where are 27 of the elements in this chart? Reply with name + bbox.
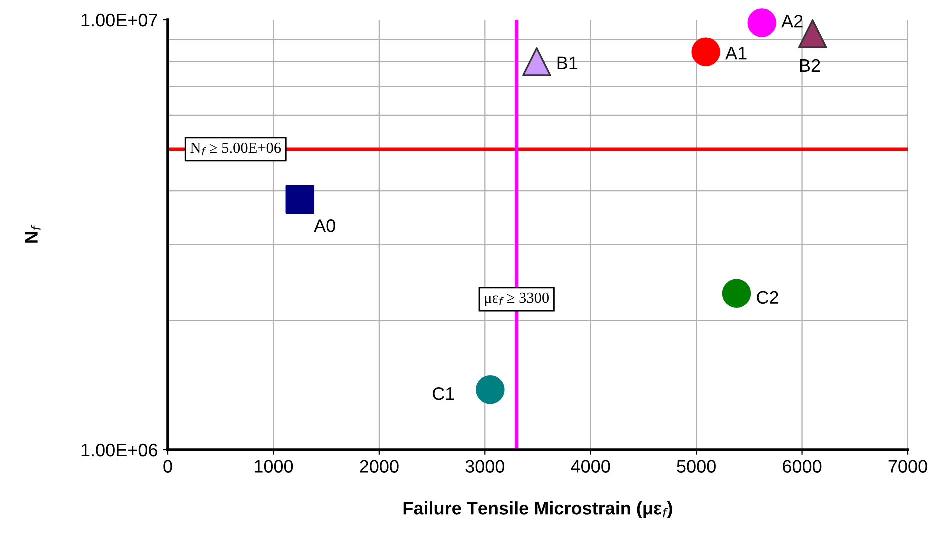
y-axis-title: N$_{f}$: [25, 224, 41, 243]
point: [692, 38, 720, 66]
x-tick-label: 3000: [466, 460, 505, 473]
point: [522, 48, 552, 76]
point: [286, 185, 315, 214]
x-tick-label: 2000: [360, 460, 399, 473]
series-label: A1: [726, 47, 747, 60]
series-label: C1: [433, 387, 454, 400]
series-label: A2: [782, 15, 803, 28]
x-tick-label: 0: [164, 460, 172, 473]
x-tick-label: 5000: [677, 460, 716, 473]
ref-line-label: N$_{f}$ ≥ 5.00E+06: [190, 142, 282, 156]
point: [722, 279, 752, 308]
series-label: B2: [800, 59, 820, 72]
y-tick-label: 1.00E+07: [82, 14, 158, 27]
series-label: B1: [558, 56, 578, 70]
x-tick-label: 7000: [888, 460, 928, 473]
point: [476, 375, 505, 404]
ref-line-label: με$_{f}$ ≥ 3300: [485, 292, 550, 306]
series-label: A0: [314, 220, 336, 232]
x-tick-label: 4000: [571, 460, 610, 473]
point: [748, 8, 776, 38]
x-tick-label: 6000: [783, 460, 822, 473]
y-tick-label: 1.00E+06: [82, 444, 158, 457]
x-axis-title: Failure Tensile Microstrain (με$_{f}$): [404, 502, 672, 518]
series-label: C2: [757, 291, 778, 304]
x-tick-label: 1000: [255, 460, 294, 473]
